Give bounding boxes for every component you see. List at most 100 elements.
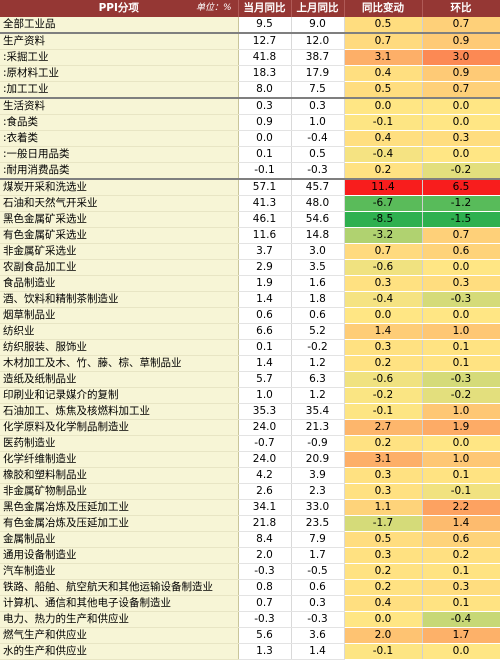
cell-current: 0.8	[238, 579, 292, 596]
row-name: 非金属矿采选业	[0, 243, 239, 260]
cell-change: -0.2	[344, 387, 423, 404]
cell-change: -0.1	[344, 403, 423, 420]
table-row: 石油加工、炼焦及核燃料加工业 35.3 35.4 -0.1 1.0	[0, 403, 500, 420]
cell-previous: 0.3	[291, 98, 345, 115]
cell-change: 0.3	[344, 483, 423, 500]
cell-current: 3.7	[238, 243, 292, 260]
cell-previous: 21.3	[291, 419, 345, 436]
table-row: 食品制造业 1.9 1.6 0.3 0.3	[0, 275, 500, 292]
row-name: 有色金属矿采选业	[0, 227, 239, 244]
cell-current: 1.4	[238, 355, 292, 372]
cell-change: 0.0	[344, 611, 423, 628]
row-name: 化学纤维制造业	[0, 451, 239, 468]
cell-mom: -0.2	[422, 387, 500, 404]
cell-previous: 9.0	[291, 17, 345, 34]
table-row: 医药制造业 -0.7 -0.9 0.2 0.0	[0, 435, 500, 452]
cell-current: 6.6	[238, 323, 292, 340]
table-row: :衣着类 0.0 -0.4 0.4 0.3	[0, 130, 500, 147]
table-row: 黑色金属冶炼及压延加工业 34.1 33.0 1.1 2.2	[0, 499, 500, 516]
cell-current: 24.0	[238, 451, 292, 468]
cell-mom: 0.1	[422, 595, 500, 612]
header-unit: 单位：%	[195, 3, 232, 13]
table-row: 生活资料 0.3 0.3 0.0 0.0	[0, 98, 500, 115]
row-name: :衣着类	[0, 130, 239, 147]
cell-current: 12.7	[238, 33, 292, 50]
row-name: 农副食品加工业	[0, 259, 239, 276]
row-name: 化学原料及化学制品制造业	[0, 419, 239, 436]
cell-previous: 23.5	[291, 515, 345, 532]
cell-mom: 0.0	[422, 259, 500, 276]
cell-mom: 6.5	[422, 179, 500, 196]
cell-change: 0.2	[344, 579, 423, 596]
cell-previous: 1.0	[291, 114, 345, 131]
cell-change: 0.2	[344, 435, 423, 452]
cell-mom: -1.2	[422, 195, 500, 212]
cell-mom: 0.0	[422, 98, 500, 115]
cell-current: 41.8	[238, 49, 292, 66]
cell-mom: -0.1	[422, 483, 500, 500]
cell-current: 46.1	[238, 211, 292, 228]
cell-change: -3.2	[344, 227, 423, 244]
row-name: 金属制品业	[0, 531, 239, 548]
cell-previous: -0.3	[291, 162, 345, 180]
cell-change: 0.5	[344, 531, 423, 548]
cell-current: 1.0	[238, 387, 292, 404]
row-name: 纺织业	[0, 323, 239, 340]
cell-current: 2.6	[238, 483, 292, 500]
cell-current: 4.2	[238, 467, 292, 484]
cell-current: 0.6	[238, 307, 292, 324]
cell-previous: 48.0	[291, 195, 345, 212]
cell-mom: 1.9	[422, 419, 500, 436]
cell-previous: -0.4	[291, 130, 345, 147]
cell-change: 1.4	[344, 323, 423, 340]
row-name: 非金属矿物制品业	[0, 483, 239, 500]
cell-previous: 3.6	[291, 627, 345, 644]
cell-current: -0.7	[238, 435, 292, 452]
row-name: 铁路、船舶、航空航天和其他运输设备制造业	[0, 579, 239, 596]
cell-previous: 45.7	[291, 179, 345, 196]
row-name: 燃气生产和供应业	[0, 627, 239, 644]
row-name: 生产资料	[0, 33, 239, 50]
cell-previous: 1.2	[291, 355, 345, 372]
cell-change: -0.4	[344, 146, 423, 163]
cell-current: 0.7	[238, 595, 292, 612]
cell-current: 41.3	[238, 195, 292, 212]
cell-current: 9.5	[238, 17, 292, 34]
cell-previous: 3.5	[291, 259, 345, 276]
cell-previous: 17.9	[291, 65, 345, 82]
cell-mom: 0.1	[422, 563, 500, 580]
cell-mom: 0.7	[422, 227, 500, 244]
cell-previous: 3.0	[291, 243, 345, 260]
header-name: PPI分项 单位：%	[0, 0, 239, 17]
cell-previous: 0.6	[291, 579, 345, 596]
cell-previous: 14.8	[291, 227, 345, 244]
cell-current: -0.3	[238, 563, 292, 580]
cell-previous: 54.6	[291, 211, 345, 228]
row-name: :耐用消费品类	[0, 162, 239, 180]
header-col-current: 当月同比	[238, 0, 292, 17]
cell-previous: -0.3	[291, 611, 345, 628]
table-row: :原材料工业 18.3 17.9 0.4 0.9	[0, 65, 500, 82]
row-name: 黑色金属冶炼及压延加工业	[0, 499, 239, 516]
cell-previous: 0.3	[291, 595, 345, 612]
cell-change: -0.1	[344, 643, 423, 660]
table-row: 印刷业和记录媒介的复制 1.0 1.2 -0.2 -0.2	[0, 387, 500, 404]
row-name: 医药制造业	[0, 435, 239, 452]
cell-previous: 0.5	[291, 146, 345, 163]
cell-change: 0.0	[344, 307, 423, 324]
cell-current: 8.0	[238, 81, 292, 99]
cell-change: 1.1	[344, 499, 423, 516]
table-row: 铁路、船舶、航空航天和其他运输设备制造业 0.8 0.6 0.2 0.3	[0, 579, 500, 596]
cell-previous: 1.7	[291, 547, 345, 564]
cell-current: 11.6	[238, 227, 292, 244]
cell-current: 57.1	[238, 179, 292, 196]
cell-change: -0.1	[344, 114, 423, 131]
cell-previous: 1.2	[291, 387, 345, 404]
cell-mom: 0.2	[422, 547, 500, 564]
table-row: :耐用消费品类 -0.1 -0.3 0.2 -0.2	[0, 162, 500, 180]
table-row: :一般日用品类 0.1 0.5 -0.4 0.0	[0, 146, 500, 163]
row-name: 橡胶和塑料制品业	[0, 467, 239, 484]
cell-change: -1.7	[344, 515, 423, 532]
row-name: :采掘工业	[0, 49, 239, 66]
table-row: 全部工业品 9.5 9.0 0.5 0.7	[0, 17, 500, 34]
